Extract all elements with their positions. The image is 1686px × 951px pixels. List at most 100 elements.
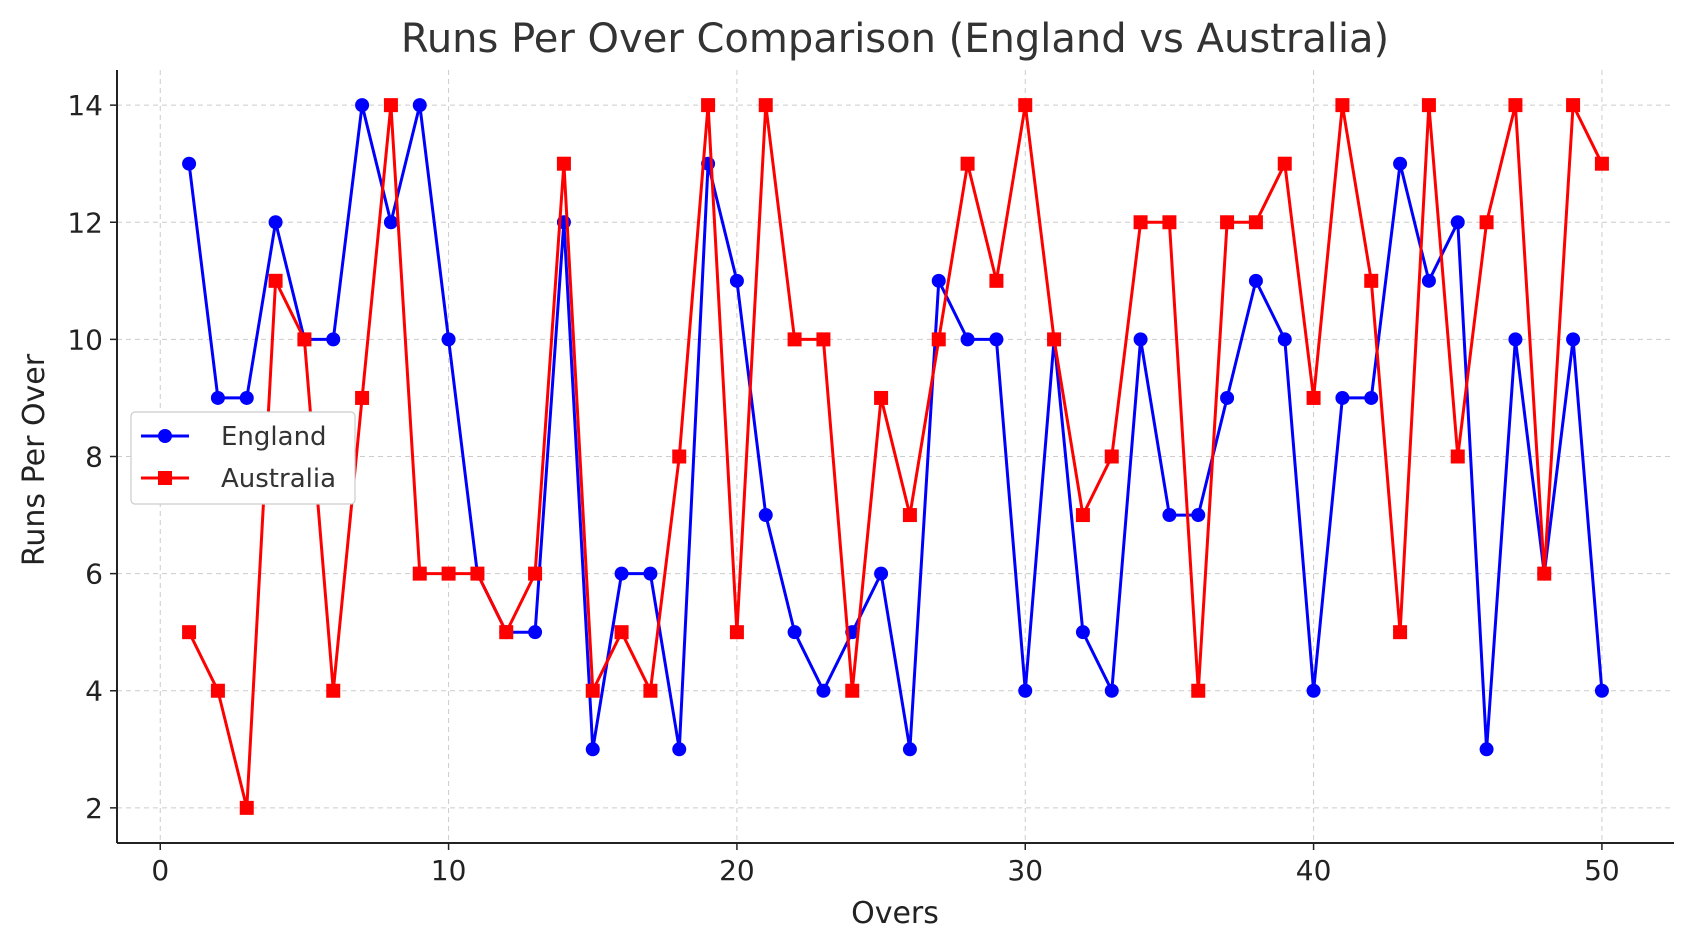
- australia-point: [326, 683, 341, 698]
- australia-point: [1594, 156, 1609, 171]
- england-point: [1421, 273, 1436, 288]
- england-point: [672, 742, 687, 757]
- england-point: [729, 273, 744, 288]
- x-tick-label: 10: [431, 854, 467, 887]
- australia-point: [902, 508, 917, 523]
- australia-point: [1335, 98, 1350, 113]
- england-point: [1220, 390, 1235, 405]
- australia-point: [989, 273, 1004, 288]
- australia-point: [787, 332, 802, 347]
- chart-title: Runs Per Over Comparison (England vs Aus…: [401, 16, 1389, 62]
- legend-label-england: England: [221, 422, 327, 452]
- england-point: [1018, 683, 1033, 698]
- england-point: [931, 273, 946, 288]
- australia-point: [412, 566, 427, 581]
- england-point: [1479, 742, 1494, 757]
- australia-point: [470, 566, 485, 581]
- england-point: [1075, 625, 1090, 640]
- england-point: [902, 742, 917, 757]
- england-point: [787, 625, 802, 640]
- y-axis-label: Runs Per Over: [17, 353, 52, 566]
- y-tick-label: 10: [67, 323, 103, 356]
- australia-point: [355, 390, 370, 405]
- england-point: [960, 332, 975, 347]
- australia-point: [1566, 98, 1581, 113]
- australia-point: [1162, 215, 1177, 230]
- australia-point: [1450, 449, 1465, 464]
- australia-point: [701, 98, 716, 113]
- australia-point: [1421, 98, 1436, 113]
- series-layer: [182, 98, 1609, 815]
- australia-point: [1018, 98, 1033, 113]
- australia-point: [268, 273, 283, 288]
- england-point: [1162, 508, 1177, 523]
- england-point: [1277, 332, 1292, 347]
- y-tick-label: 14: [67, 89, 103, 122]
- legend-marker-australia: [158, 471, 172, 485]
- legend-marker-england: [158, 429, 172, 443]
- england-point: [355, 98, 370, 113]
- y-tick-label: 12: [67, 206, 103, 239]
- x-tick-label: 40: [1296, 854, 1332, 887]
- y-tick-label: 2: [85, 792, 103, 825]
- australia-point: [182, 625, 197, 640]
- england-point: [268, 215, 283, 230]
- england-point: [182, 156, 197, 171]
- england-point: [1306, 683, 1321, 698]
- england-point: [528, 625, 543, 640]
- australia-point: [528, 566, 543, 581]
- australia-point: [1133, 215, 1148, 230]
- england-point: [441, 332, 456, 347]
- england-point: [989, 332, 1004, 347]
- australia-point: [816, 332, 831, 347]
- england-point: [643, 566, 658, 581]
- england-point: [326, 332, 341, 347]
- australia-point: [614, 625, 629, 640]
- australia-point: [729, 625, 744, 640]
- england-point: [816, 683, 831, 698]
- australia-point: [239, 800, 254, 815]
- england-point: [1566, 332, 1581, 347]
- australia-point: [1393, 625, 1408, 640]
- y-tick-label: 4: [85, 675, 103, 708]
- england-point: [239, 390, 254, 405]
- x-tick-label: 50: [1584, 854, 1620, 887]
- australia-point: [960, 156, 975, 171]
- australia-point: [499, 625, 514, 640]
- legend: England Australia: [130, 411, 356, 505]
- australia-point: [1191, 683, 1206, 698]
- england-point: [1393, 156, 1408, 171]
- england-point: [412, 98, 427, 113]
- australia-point: [1306, 390, 1321, 405]
- england-point: [1133, 332, 1148, 347]
- england-point: [210, 390, 225, 405]
- australia-point: [297, 332, 312, 347]
- england-point: [1508, 332, 1523, 347]
- y-tick-label: 6: [85, 558, 103, 591]
- england-point: [383, 215, 398, 230]
- australia-point: [1075, 508, 1090, 523]
- x-axis-label: Overs: [851, 896, 939, 931]
- england-point: [1335, 390, 1350, 405]
- australia-point: [1220, 215, 1235, 230]
- australia-point: [931, 332, 946, 347]
- england-point: [1450, 215, 1465, 230]
- australia-point: [845, 683, 860, 698]
- australia-point: [383, 98, 398, 113]
- legend-label-australia: Australia: [221, 464, 336, 494]
- australia-point: [643, 683, 658, 698]
- x-tick-label: 30: [1007, 854, 1043, 887]
- england-point: [1191, 508, 1206, 523]
- axes: 0 10 20 30 40 50 2 4 6 8 10 12 14: [67, 70, 1674, 887]
- england-point: [585, 742, 600, 757]
- australia-point: [1364, 273, 1379, 288]
- australia-point: [672, 449, 687, 464]
- england-line: [187, 103, 1604, 751]
- england-point: [1104, 683, 1119, 698]
- australia-point: [210, 683, 225, 698]
- england-point: [1594, 683, 1609, 698]
- australia-point: [1104, 449, 1119, 464]
- x-tick-label: 20: [719, 854, 755, 887]
